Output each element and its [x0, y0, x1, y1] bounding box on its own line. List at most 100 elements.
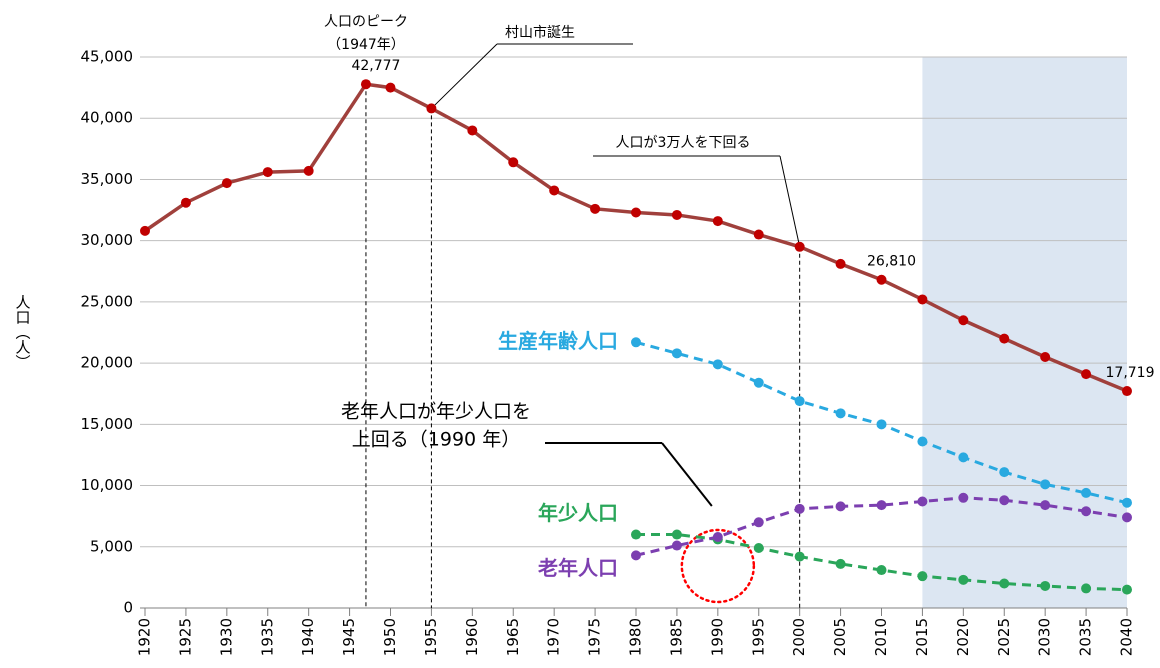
marker [958, 452, 969, 463]
marker [631, 529, 641, 540]
marker [1081, 369, 1092, 380]
marker [835, 558, 846, 569]
x-tick-label: 2030 [1036, 618, 1054, 656]
x-tick-label: 1960 [463, 618, 481, 656]
marker [1081, 506, 1092, 517]
marker [1040, 351, 1051, 362]
series-label: 年少人口 [538, 501, 618, 525]
annotation: 老年人口が年少人口を [341, 401, 531, 423]
x-tick-label: 2010 [872, 618, 890, 656]
marker [140, 225, 150, 236]
projection-area [922, 57, 1127, 608]
x-tick-label: 1945 [340, 618, 358, 656]
marker [794, 503, 805, 514]
annotation: （1947年） [327, 37, 405, 53]
marker [917, 436, 928, 447]
marker [876, 500, 887, 511]
marker [712, 359, 723, 370]
marker [753, 377, 764, 388]
marker [917, 496, 928, 507]
marker [753, 517, 764, 528]
marker [1040, 500, 1051, 511]
x-tick-label: 1955 [422, 618, 440, 656]
marker [467, 125, 478, 136]
marker [671, 209, 682, 220]
y-tick-label: 0 [123, 599, 133, 617]
annotation: 上回る（1990 年） [352, 429, 520, 451]
y-tick-label: 5,000 [90, 537, 133, 555]
annotation-leader [779, 155, 801, 247]
x-tick-label: 1975 [586, 618, 604, 656]
marker [1122, 497, 1132, 508]
marker [1040, 580, 1051, 591]
marker [712, 531, 723, 542]
series-label: 老年人口 [538, 556, 618, 580]
marker [835, 408, 846, 419]
marker [917, 294, 928, 305]
marker [631, 550, 641, 561]
y-tick-label: 45,000 [81, 48, 134, 66]
marker [794, 241, 805, 252]
marker [835, 258, 846, 269]
marker [1081, 583, 1092, 594]
marker [1122, 512, 1132, 523]
marker [1122, 584, 1132, 595]
y-axis-label: 人口（人） [14, 295, 32, 370]
marker [508, 157, 519, 168]
y-tick-label: 25,000 [81, 292, 134, 310]
x-tick-label: 1925 [176, 618, 194, 656]
x-tick-label: 1935 [258, 618, 276, 656]
x-tick-label: 1980 [627, 618, 645, 656]
marker [262, 167, 273, 178]
marker [753, 543, 764, 554]
y-tick-label: 35,000 [81, 170, 134, 188]
marker [549, 185, 560, 196]
marker [876, 419, 887, 430]
x-tick-label: 1970 [545, 618, 563, 656]
marker [303, 165, 314, 176]
x-tick-label: 2025 [995, 618, 1013, 656]
data-label: 42,777 [351, 58, 400, 74]
marker [876, 565, 887, 576]
marker [794, 551, 805, 562]
x-tick-label: 1995 [749, 618, 767, 656]
marker [999, 495, 1010, 506]
marker [794, 396, 805, 407]
series-label: 生産年齢人口 [498, 329, 618, 353]
marker [631, 207, 641, 218]
marker [385, 82, 396, 93]
marker [753, 229, 764, 240]
y-tick-label: 10,000 [81, 476, 134, 494]
annotation-leader [431, 43, 498, 109]
x-tick-label: 1965 [504, 618, 522, 656]
marker [671, 348, 682, 359]
x-tick-label: 2015 [913, 618, 931, 656]
marker [180, 197, 191, 208]
annotation: 人口のピーク [324, 14, 408, 30]
marker [958, 315, 969, 326]
marker [917, 571, 928, 582]
marker [1081, 487, 1092, 498]
y-tick-label: 40,000 [81, 109, 134, 127]
marker [1040, 479, 1051, 490]
x-tick-label: 2035 [1077, 618, 1095, 656]
x-tick-label: 1920 [136, 618, 154, 656]
marker [360, 79, 371, 90]
marker [631, 337, 641, 348]
data-label: 17,719 [1106, 365, 1155, 381]
marker [671, 540, 682, 551]
marker [712, 216, 723, 227]
x-tick-label: 2020 [954, 618, 972, 656]
marker [999, 578, 1010, 589]
marker [590, 203, 601, 214]
x-tick-label: 2040 [1118, 618, 1136, 656]
y-tick-label: 20,000 [81, 354, 134, 372]
marker [835, 501, 846, 512]
marker [426, 103, 437, 114]
x-tick-label: 1950 [381, 618, 399, 656]
x-tick-label: 1990 [708, 618, 726, 656]
marker [221, 178, 232, 189]
marker [671, 529, 682, 540]
y-tick-label: 30,000 [81, 231, 134, 249]
annotation-leader [661, 442, 713, 507]
